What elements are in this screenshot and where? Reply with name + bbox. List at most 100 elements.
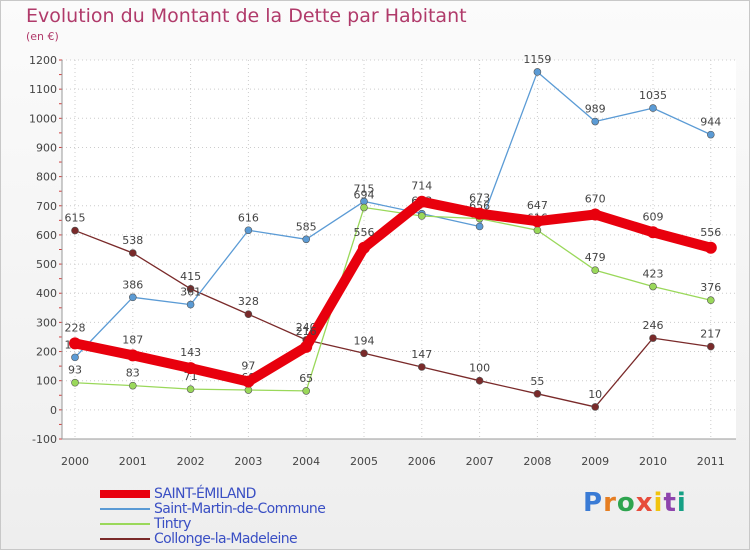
data-point [186,300,195,309]
proxiti-logo: Proxiti [583,488,687,518]
series-line [74,71,712,359]
data-label: 100 [469,362,490,375]
data-label: 328 [238,295,259,308]
logo-letter: i [676,488,687,518]
y-tick-label: 800 [36,171,57,184]
x-tick-label: 2002 [177,455,205,468]
data-point [71,226,79,235]
data-label: 386 [122,278,143,291]
logo-letter: t [663,488,677,518]
data-point [244,310,253,319]
x-tick-label: 2005 [350,455,378,468]
data-point [302,387,311,395]
y-tick-label: 1100 [29,83,57,96]
data-label: 228 [65,321,86,334]
data-point [706,342,715,351]
data-label: 10 [588,388,602,401]
data-label: 647 [527,199,548,212]
data-label: 673 [469,192,490,205]
data-point [360,203,368,212]
data-label: 556 [354,226,375,239]
data-point [415,195,428,208]
data-point [531,215,544,228]
plot-area [62,60,736,439]
data-point [706,130,715,139]
data-label: 556 [700,226,721,239]
data-point [591,403,600,411]
data-point [591,117,600,126]
logo-letter: i [653,488,664,518]
x-tick-label: 2009 [581,455,609,468]
legend-swatch [100,508,150,510]
legend-label: Tintry [154,516,191,532]
data-label: 423 [643,268,664,281]
legend-swatch [100,523,150,525]
data-point [533,390,542,398]
series-line [74,206,712,392]
data-point [71,378,79,387]
data-point [360,349,368,358]
data-point [184,362,197,375]
data-label: 55 [530,375,544,388]
data-label: 616 [238,211,259,224]
data-point [591,266,600,274]
data-point [417,212,426,220]
data-label: 361 [180,286,201,299]
data-label: 989 [585,103,606,116]
y-tick-label: 1200 [29,54,57,67]
data-point [129,249,137,257]
data-point [186,385,195,393]
data-label: 714 [411,180,432,193]
x-tick-label: 2010 [639,455,667,468]
data-point [129,381,137,390]
data-label: 143 [180,346,201,359]
y-tick-label: 200 [36,346,57,359]
y-tick-label: 400 [36,287,57,300]
data-label: 609 [643,210,664,223]
data-label: 1159 [523,53,551,66]
data-label: 83 [126,367,140,380]
data-label: 65 [299,372,313,385]
legend-swatch [100,490,150,498]
data-point [358,241,370,254]
y-tick-label: 700 [36,200,57,213]
data-label: 93 [68,364,82,377]
data-label: 538 [122,234,143,247]
data-point [649,104,657,112]
x-tick-label: 2011 [697,455,725,468]
legend-label: Collonge-la-Madeleine [154,531,298,547]
data-label: 670 [585,193,606,206]
y-tick-label: 300 [36,316,57,329]
data-point [473,207,486,220]
data-point [186,285,195,293]
data-point [649,334,657,342]
x-tick-label: 2007 [466,455,494,468]
logo-letter: x [635,488,654,518]
legend-label: Saint-Martin-de-Commune [154,501,326,517]
logo-letter: P [583,488,604,518]
data-point [417,363,426,371]
x-tick-label: 2008 [523,455,551,468]
data-point [706,296,715,305]
data-label: 715 [354,182,375,195]
data-label: 187 [122,333,143,346]
series-line [70,196,716,387]
logo-letter: o [616,488,636,518]
chart-unit: (en €) [26,30,59,43]
x-tick-label: 2001 [119,455,147,468]
data-point [126,349,139,362]
data-point [302,235,311,244]
x-tick-label: 2000 [61,455,89,468]
data-point [589,208,602,221]
data-point [242,375,255,388]
data-label: 246 [643,319,664,332]
data-point [71,353,79,362]
data-point [704,241,717,254]
y-tick-label: 100 [36,375,57,388]
data-point [475,376,484,385]
legend-swatch [100,538,150,540]
data-label: 1035 [639,89,667,102]
series-line [74,229,712,408]
data-label: 217 [700,328,721,341]
